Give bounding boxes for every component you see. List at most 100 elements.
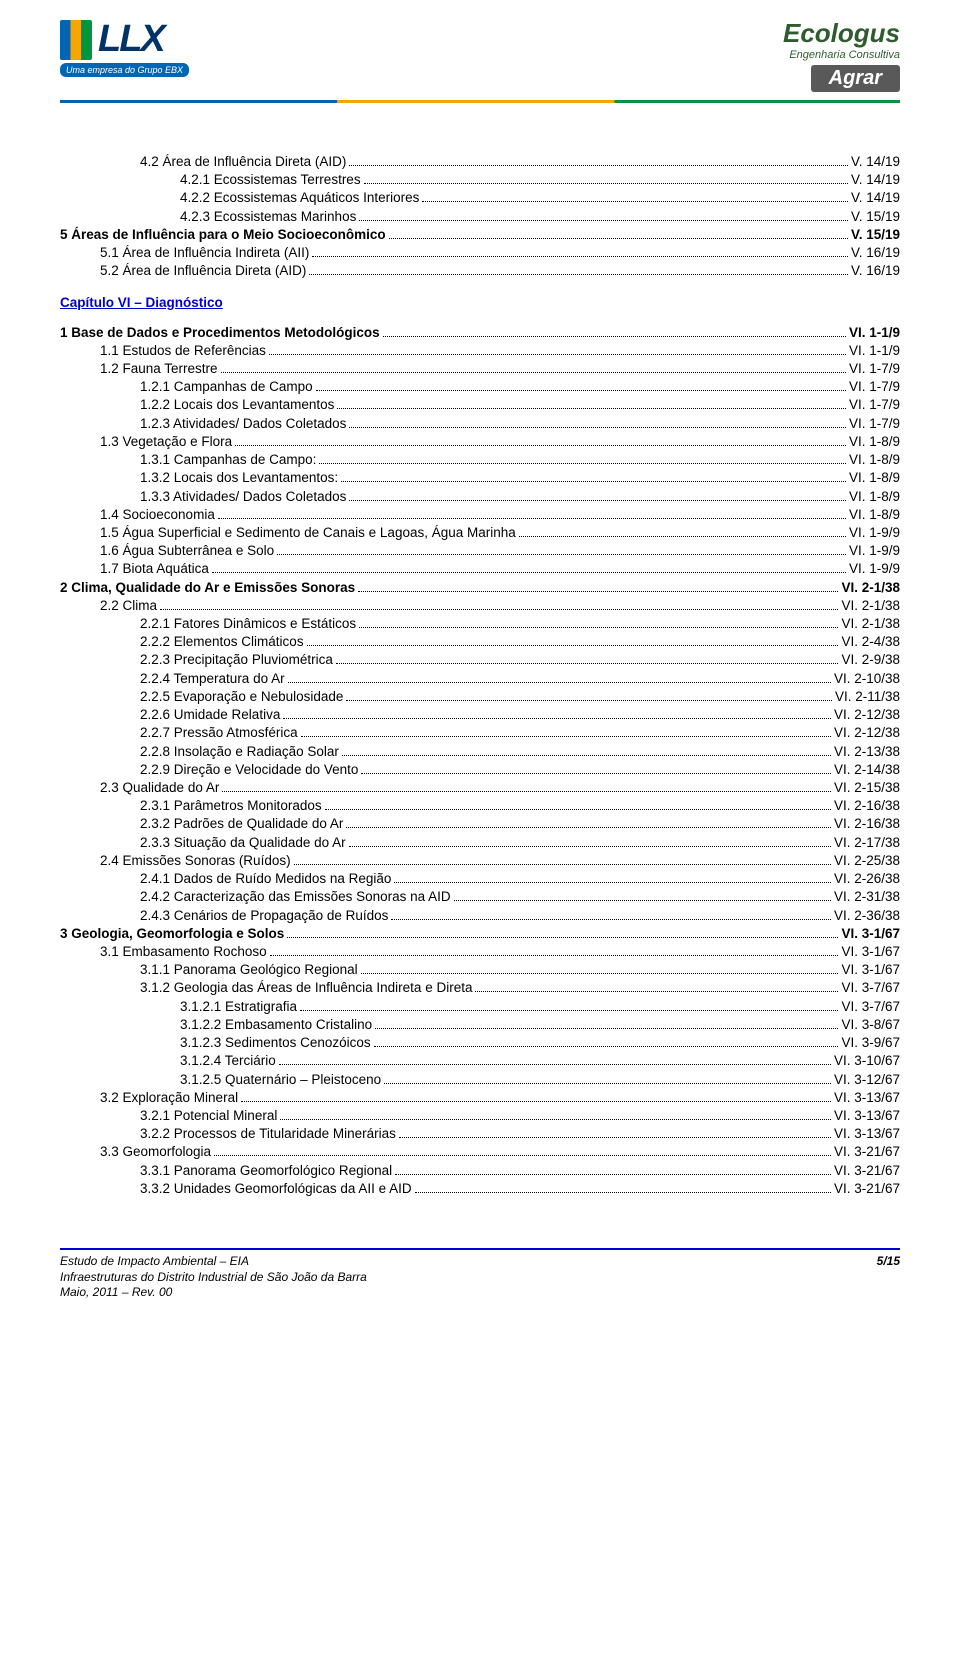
- toc-entry-label: 1.6 Água Subterrânea e Solo: [100, 542, 274, 560]
- toc-leader: [336, 663, 839, 664]
- toc-leader: [375, 1028, 838, 1029]
- toc-entry-label: 3.1.2.1 Estratigrafia: [180, 998, 297, 1016]
- toc-entry-label: 1.2 Fauna Terrestre: [100, 360, 218, 378]
- toc-row: 2.2.9 Direção e Velocidade do VentoVI. 2…: [60, 761, 900, 779]
- toc-leader: [454, 900, 831, 901]
- toc-leader: [319, 463, 846, 464]
- toc-leader: [374, 1046, 839, 1047]
- toc-entry-label: 1.4 Socioeconomia: [100, 506, 215, 524]
- toc-row: 2.3.3 Situação da Qualidade do ArVI. 2-1…: [60, 834, 900, 852]
- toc-row: 1.5 Água Superficial e Sedimento de Cana…: [60, 524, 900, 542]
- toc-entry-page: VI. 3-21/67: [834, 1143, 900, 1161]
- toc-leader: [300, 1010, 838, 1011]
- toc-entry-page: VI. 3-8/67: [841, 1016, 900, 1034]
- llx-stripes-icon: [60, 20, 92, 60]
- page-footer: Estudo de Impacto Ambiental – EIA Infrae…: [60, 1248, 900, 1301]
- toc-entry-page: VI. 1-8/9: [849, 469, 900, 487]
- toc-leader: [394, 882, 831, 883]
- toc-entry-page: V. 15/19: [851, 208, 900, 226]
- toc-entry-label: 2.2.2 Elementos Climáticos: [140, 633, 304, 651]
- toc-leader: [222, 791, 831, 792]
- toc-upper-block: 4.2 Área de Influência Direta (AID)V. 14…: [60, 153, 900, 281]
- toc-row: 3 Geologia, Geomorfologia e Solos VI. 3-1…: [60, 925, 900, 943]
- toc-leader: [218, 518, 846, 519]
- toc-entry-label: 2.4.1 Dados de Ruído Medidos na Região: [140, 870, 391, 888]
- toc-entry-page: VI. 1-8/9: [849, 488, 900, 506]
- footer-line1: Estudo de Impacto Ambiental – EIA: [60, 1254, 367, 1270]
- toc-row: 1 Base de Dados e Procedimentos Metodoló…: [60, 324, 900, 342]
- toc-row: 3.1.2 Geologia das Áreas de Influência I…: [60, 979, 900, 997]
- toc-row: 3.2 Exploração MineralVI. 3-13/67: [60, 1089, 900, 1107]
- toc-row: 3.1.2.4 TerciárioVI. 3-10/67: [60, 1052, 900, 1070]
- toc-entry-label: 3.2.2 Processos de Titularidade Minerári…: [140, 1125, 396, 1143]
- toc-entry-label: 1.2.1 Campanhas de Campo: [140, 378, 313, 396]
- toc-row: 1.2.1 Campanhas de CampoVI. 1-7/9: [60, 378, 900, 396]
- toc-row: 1.6 Água Subterrânea e Solo VI. 1-9/9: [60, 542, 900, 560]
- toc-entry-label: 3.1 Embasamento Rochoso: [100, 943, 267, 961]
- toc-entry-page: VI. 3-21/67: [834, 1180, 900, 1198]
- toc-leader: [384, 1083, 831, 1084]
- toc-row: 4.2.1 Ecossistemas Terrestres V. 14/19: [60, 171, 900, 189]
- toc-entry-label: 2.4 Emissões Sonoras (Ruídos): [100, 852, 291, 870]
- toc-entry-label: 4.2.1 Ecossistemas Terrestres: [180, 171, 361, 189]
- toc-entry-label: 2.2.1 Fatores Dinâmicos e Estáticos: [140, 615, 356, 633]
- toc-leader: [358, 591, 838, 592]
- agrar-badge: Agrar: [811, 65, 900, 92]
- toc-leader: [341, 481, 846, 482]
- toc-entry-page: VI. 1-8/9: [849, 506, 900, 524]
- toc-row: 3.1.2.5 Quaternário – Pleistoceno VI. 3-1…: [60, 1071, 900, 1089]
- toc-leader: [359, 220, 848, 221]
- toc-entry-page: VI. 3-12/67: [834, 1071, 900, 1089]
- toc-entry-label: 1.2.2 Locais dos Levantamentos: [140, 396, 334, 414]
- toc-row: 3.3 GeomorfologiaVI. 3-21/67: [60, 1143, 900, 1161]
- toc-entry-page: VI. 3-1/67: [841, 961, 900, 979]
- toc-entry-page: VI. 3-7/67: [841, 998, 900, 1016]
- toc-leader: [288, 682, 831, 683]
- toc-row: 1.2 Fauna TerrestreVI. 1-7/9: [60, 360, 900, 378]
- toc-entry-page: VI. 3-1/67: [841, 925, 900, 943]
- toc-leader: [346, 827, 831, 828]
- toc-entry-page: VI. 3-21/67: [834, 1162, 900, 1180]
- toc-leader: [160, 609, 838, 610]
- toc-leader: [279, 1064, 831, 1065]
- toc-main-block: 1 Base de Dados e Procedimentos Metodoló…: [60, 324, 900, 1199]
- toc-entry-page: VI. 3-13/67: [834, 1107, 900, 1125]
- toc-entry-label: 3.1.1 Panorama Geológico Regional: [140, 961, 358, 979]
- toc-row: 4.2.3 Ecossistemas MarinhosV. 15/19: [60, 208, 900, 226]
- toc-row: 3.1.2.1 Estratigrafia VI. 3-7/67: [60, 998, 900, 1016]
- toc-row: 2.3.2 Padrões de Qualidade do ArVI. 2-16…: [60, 815, 900, 833]
- toc-entry-label: 3 Geologia, Geomorfologia e Solos: [60, 925, 284, 943]
- toc-entry-page: VI. 2-12/38: [834, 706, 900, 724]
- toc-entry-label: 4.2.2 Ecossistemas Aquáticos Interiores: [180, 189, 419, 207]
- toc-entry-page: VI. 1-9/9: [849, 542, 900, 560]
- toc-entry-page: V. 15/19: [851, 226, 900, 244]
- toc-entry-page: V. 14/19: [851, 171, 900, 189]
- toc-entry-page: VI. 2-15/38: [834, 779, 900, 797]
- toc-entry-page: VI. 3-13/67: [834, 1089, 900, 1107]
- toc-entry-page: VI. 2-14/38: [834, 761, 900, 779]
- toc-leader: [241, 1101, 831, 1102]
- toc-row: 3.1.2.2 Embasamento CristalinoVI. 3-8/67: [60, 1016, 900, 1034]
- toc-entry-label: 1 Base de Dados e Procedimentos Metodoló…: [60, 324, 380, 342]
- toc-leader: [349, 500, 846, 501]
- toc-entry-label: 3.1.2.5 Quaternário – Pleistoceno: [180, 1071, 381, 1089]
- toc-row: 1.2.3 Atividades/ Dados ColetadosVI. 1-7…: [60, 415, 900, 433]
- toc-leader: [349, 846, 831, 847]
- toc-entry-label: 3.1.2 Geologia das Áreas de Influência I…: [140, 979, 472, 997]
- toc-entry-page: VI. 1-7/9: [849, 396, 900, 414]
- toc-leader: [519, 536, 846, 537]
- toc-entry-page: VI. 3-13/67: [834, 1125, 900, 1143]
- toc-entry-page: V. 14/19: [851, 189, 900, 207]
- toc-row: 4.2 Área de Influência Direta (AID)V. 14…: [60, 153, 900, 171]
- toc-row: 2.2.7 Pressão AtmosféricaVI. 2-12/38: [60, 724, 900, 742]
- toc-row: 2.2.5 Evaporação e NebulosidadeVI. 2-11/…: [60, 688, 900, 706]
- toc-row: 2.3.1 Parâmetros MonitoradosVI. 2-16/38: [60, 797, 900, 815]
- toc-row: 2.2.1 Fatores Dinâmicos e EstáticosVI. 2…: [60, 615, 900, 633]
- toc-row: 1.3.1 Campanhas de Campo:VI. 1-8/9: [60, 451, 900, 469]
- toc-row: 2.4.2 Caracterização das Emissões Sonora…: [60, 888, 900, 906]
- toc-entry-page: VI. 3-7/67: [841, 979, 900, 997]
- toc-leader: [325, 809, 831, 810]
- toc-entry-label: 2.2.5 Evaporação e Nebulosidade: [140, 688, 343, 706]
- toc-entry-label: 2.2 Clima: [100, 597, 157, 615]
- toc-entry-label: 2.4.2 Caracterização das Emissões Sonora…: [140, 888, 451, 906]
